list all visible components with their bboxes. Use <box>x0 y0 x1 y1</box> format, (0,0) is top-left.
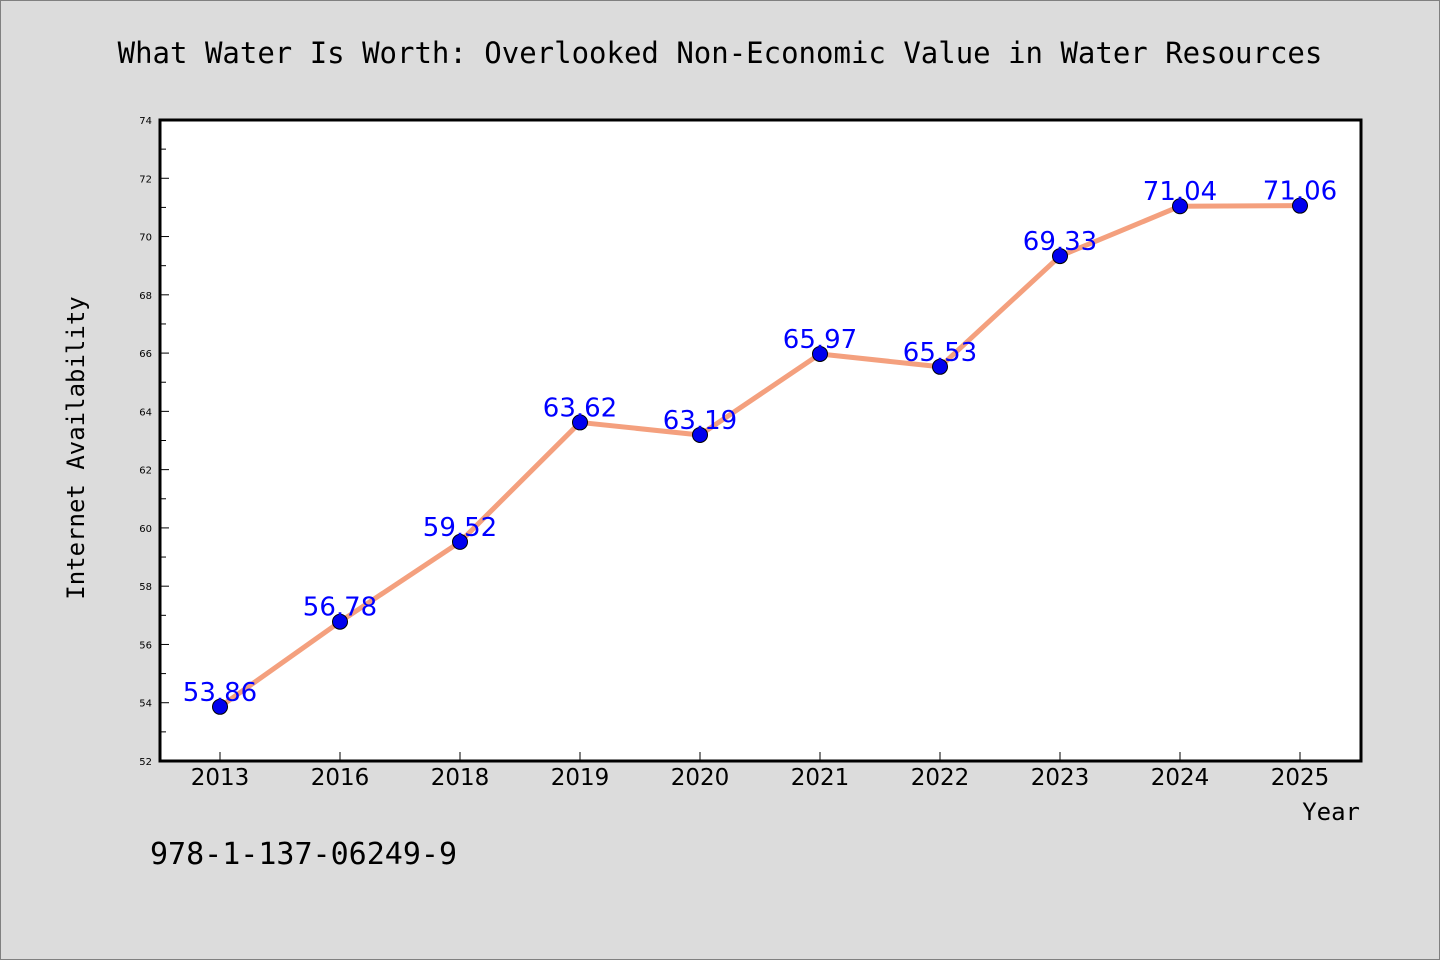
isbn-text: 978-1-137-06249-9 <box>150 837 457 872</box>
data-label: 71.04 <box>1143 177 1217 207</box>
y-tick-label: 60 <box>139 524 152 535</box>
data-point <box>572 414 588 431</box>
chart-title: What Water Is Worth: Overlooked Non-Econ… <box>118 36 1323 70</box>
y-axis: 52 54 56 58 60 62 64 66 68 70 72 74 <box>139 116 169 768</box>
data-markers <box>212 197 1308 715</box>
x-tick-label: 2018 <box>431 765 490 791</box>
x-tick-label: 2025 <box>1271 765 1330 791</box>
y-tick-label: 70 <box>139 233 152 244</box>
y-tick-label: 54 <box>139 699 152 710</box>
y-axis-label: Internet Availability <box>62 296 90 599</box>
data-label: 63.19 <box>663 406 737 436</box>
y-tick-label: 56 <box>139 640 152 651</box>
x-tick-label: 2020 <box>671 765 730 791</box>
data-label: 56.78 <box>303 593 377 623</box>
data-point <box>452 533 468 550</box>
data-point <box>1172 198 1188 215</box>
y-tick-label: 72 <box>139 174 152 185</box>
data-point <box>812 345 828 362</box>
y-tick-label: 52 <box>139 757 152 768</box>
data-point <box>932 358 948 375</box>
y-tick-label: 66 <box>139 349 152 360</box>
data-label: 65.97 <box>783 325 857 355</box>
data-label: 69.33 <box>1023 227 1097 257</box>
data-point <box>692 426 708 443</box>
x-tick-label: 2016 <box>311 765 370 791</box>
x-tick-label: 2022 <box>911 765 970 791</box>
x-tick-label: 2023 <box>1031 765 1090 791</box>
x-tick-label: 2021 <box>791 765 850 791</box>
y-tick-label: 68 <box>139 291 152 302</box>
series-line <box>218 203 1301 709</box>
data-label: 63.62 <box>543 393 617 423</box>
data-point <box>1052 248 1068 265</box>
data-label: 59.52 <box>423 513 497 543</box>
x-axis-label: Year <box>1302 798 1360 826</box>
x-tick-label: 2024 <box>1151 765 1210 791</box>
plot-area <box>158 118 1363 763</box>
y-tick-label: 62 <box>139 466 152 477</box>
data-point <box>332 613 348 630</box>
data-point <box>212 698 228 715</box>
y-tick-label: 74 <box>139 116 152 127</box>
data-label: 53.86 <box>183 678 257 708</box>
data-label: 71.06 <box>1263 177 1337 207</box>
y-tick-label: 64 <box>139 407 152 418</box>
data-label: 65.53 <box>903 338 977 368</box>
data-labels: 53.86 56.78 59.52 63.62 63.19 65.97 65.53 69.33… <box>183 177 1337 708</box>
x-axis: 2013 2016 2018 2019 2020 2021 2022 2023 2024 2025 <box>191 752 1330 791</box>
data-point <box>1292 197 1308 214</box>
x-tick-label: 2013 <box>191 765 250 791</box>
y-tick-label: 58 <box>139 582 152 593</box>
x-tick-label: 2019 <box>551 765 610 791</box>
